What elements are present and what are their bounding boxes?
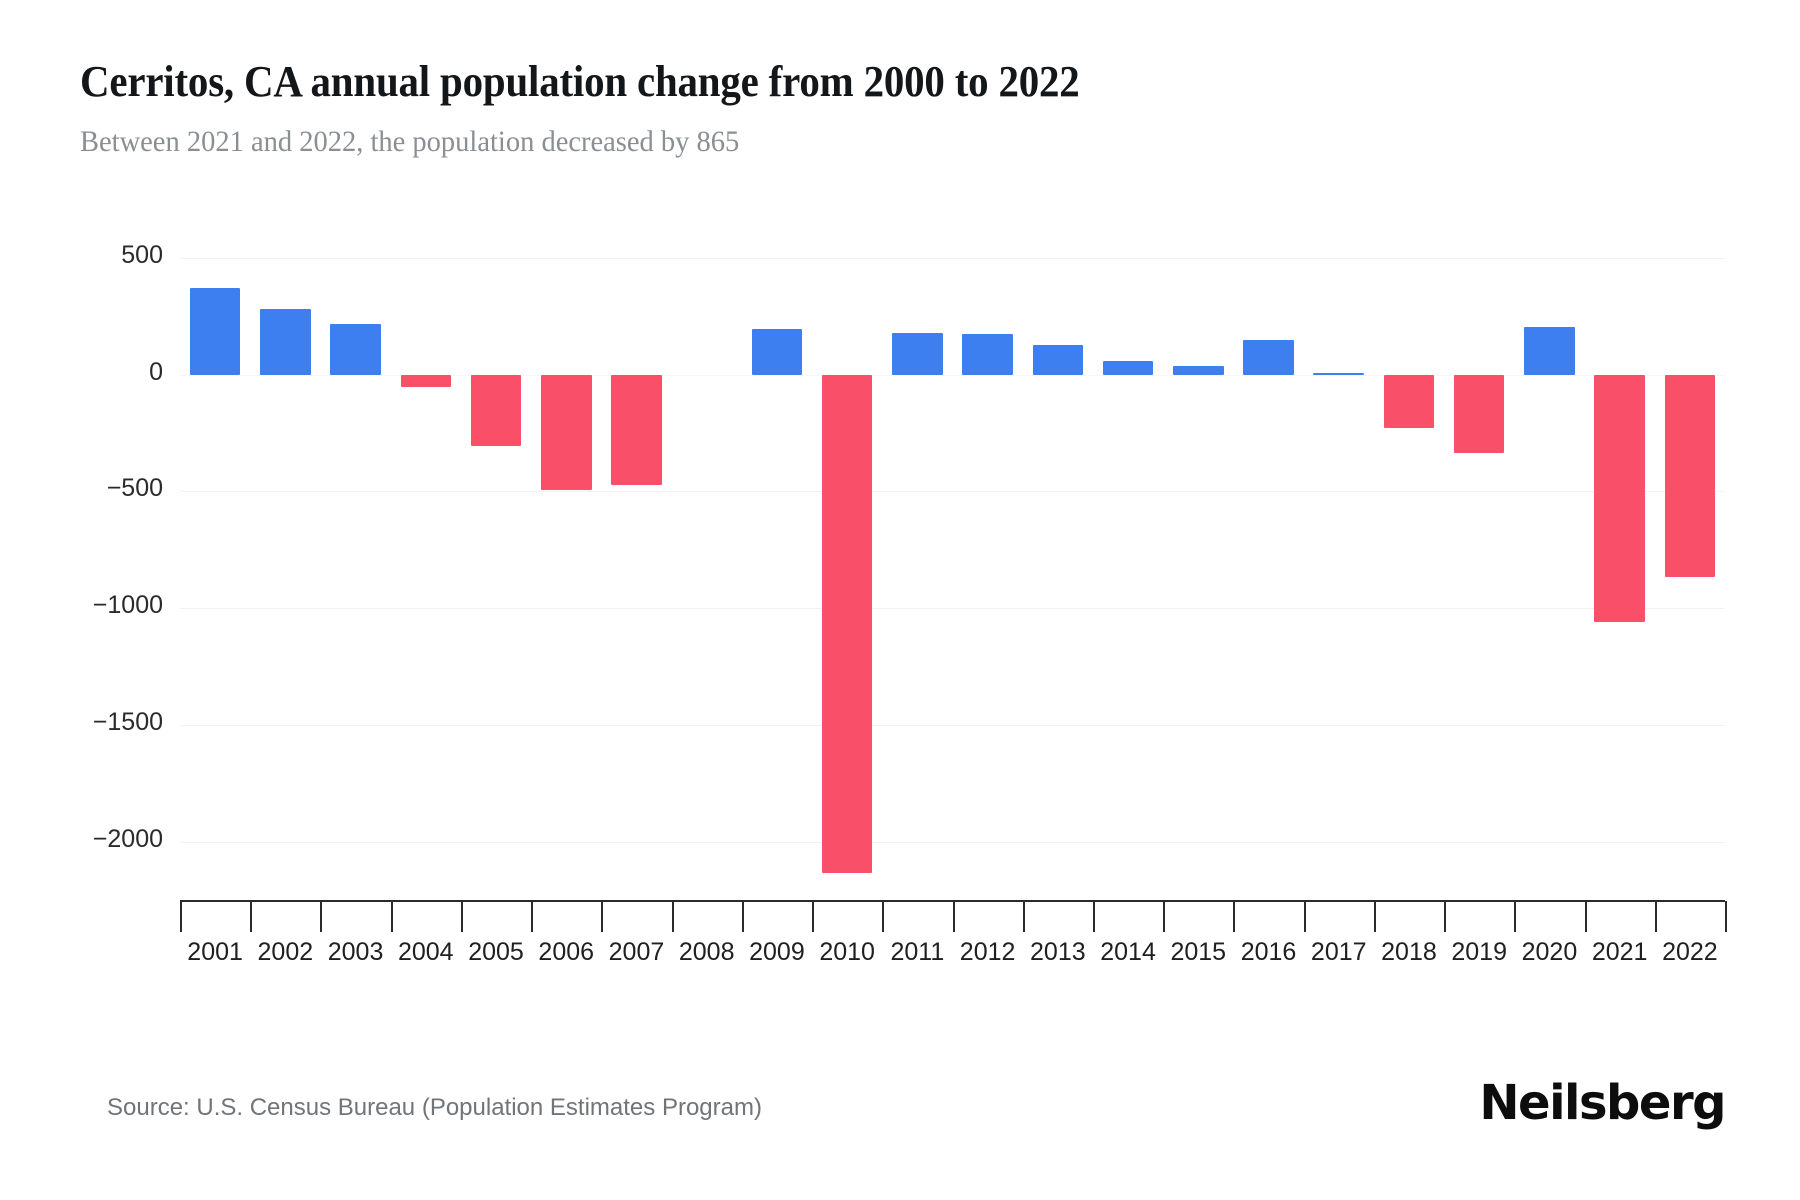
gridline xyxy=(180,374,1725,376)
x-axis-label-2011: 2011 xyxy=(890,938,945,966)
x-axis-label-2006: 2006 xyxy=(538,938,595,966)
bar-2015[interactable] xyxy=(1173,365,1224,375)
bar-2014[interactable] xyxy=(1102,361,1154,375)
gridline xyxy=(180,491,1725,493)
y-axis-tick-label: 0 xyxy=(149,357,163,386)
x-axis-tick xyxy=(180,901,182,932)
x-axis-label-2020: 2020 xyxy=(1521,938,1578,966)
x-axis-label-2007: 2007 xyxy=(608,938,665,966)
y-axis-tick-label: −1000 xyxy=(92,591,163,620)
x-axis-label-2017: 2017 xyxy=(1310,938,1367,966)
bar-2012[interactable] xyxy=(962,333,1013,375)
chart-subtitle: Between 2021 and 2022, the population de… xyxy=(80,125,740,158)
x-axis-tick xyxy=(1725,901,1727,932)
bar-2005[interactable] xyxy=(470,374,522,446)
bar-series xyxy=(180,230,1725,900)
x-axis-label-2019: 2019 xyxy=(1451,938,1507,966)
bar-2004[interactable] xyxy=(400,374,452,387)
gridline xyxy=(180,258,1725,259)
x-axis-label-2010: 2010 xyxy=(819,938,875,966)
bar-2013[interactable] xyxy=(1032,344,1084,375)
x-axis-label-2016: 2016 xyxy=(1240,938,1297,966)
bar-2003[interactable] xyxy=(330,324,381,375)
x-axis-tick xyxy=(460,901,463,932)
bar-2018[interactable] xyxy=(1383,374,1435,428)
x-axis-label-2008: 2008 xyxy=(678,938,735,966)
x-axis-label-2003: 2003 xyxy=(327,938,384,966)
x-axis-label-2002: 2002 xyxy=(257,938,314,966)
x-axis-tick xyxy=(1092,901,1095,932)
bar-2001[interactable] xyxy=(189,288,241,375)
bar-2020[interactable] xyxy=(1524,326,1575,375)
x-axis-label-2014: 2014 xyxy=(1100,938,1156,966)
bar-2010[interactable] xyxy=(821,374,873,874)
x-axis-tick xyxy=(1514,901,1517,932)
x-axis-label-2021: 2021 xyxy=(1591,938,1648,966)
bar-2007[interactable] xyxy=(611,374,662,486)
y-axis-tick-label: −1500 xyxy=(92,707,163,736)
x-axis-tick xyxy=(390,901,393,932)
chart-title: Cerritos, CA annual population change fr… xyxy=(80,57,1080,106)
bar-2017[interactable] xyxy=(1313,372,1365,375)
x-axis-tick xyxy=(1303,901,1306,932)
bar-2009[interactable] xyxy=(751,328,803,375)
bar-2011[interactable] xyxy=(892,332,943,375)
x-axis-tick xyxy=(1584,901,1587,932)
x-axis-tick xyxy=(320,901,323,932)
x-axis-label-2022: 2022 xyxy=(1662,938,1718,966)
plot-area xyxy=(180,230,1725,900)
y-axis-tick-label: 500 xyxy=(121,241,163,269)
x-axis-tick xyxy=(1233,901,1236,932)
x-axis-label-2018: 2018 xyxy=(1381,938,1437,966)
x-axis-tick xyxy=(882,901,885,932)
x-axis-tick xyxy=(741,901,744,932)
x-axis-label-2001: 2001 xyxy=(187,938,243,966)
bar-2002[interactable] xyxy=(260,308,311,375)
x-axis-label-2004: 2004 xyxy=(397,938,454,966)
x-axis-tick xyxy=(1373,901,1376,932)
bar-2006[interactable] xyxy=(540,374,592,490)
x-axis-label-2005: 2005 xyxy=(468,938,524,966)
bar-2016[interactable] xyxy=(1243,339,1294,375)
source-note: Source: U.S. Census Bureau (Population E… xyxy=(107,1094,762,1121)
x-axis-tick xyxy=(1163,901,1166,932)
bar-2019[interactable] xyxy=(1453,374,1505,454)
x-axis-tick xyxy=(812,901,815,932)
x-axis-label-2009: 2009 xyxy=(749,938,805,966)
x-axis-tick xyxy=(1654,901,1657,932)
x-axis-tick xyxy=(671,901,674,932)
x-axis-tick xyxy=(1444,901,1447,932)
x-axis-tick xyxy=(531,901,534,932)
gridline xyxy=(180,724,1725,726)
x-axis-tick xyxy=(952,901,955,932)
bar-2022[interactable] xyxy=(1664,374,1716,577)
y-axis-tick-label: −500 xyxy=(106,474,163,503)
x-axis-tick xyxy=(250,901,253,932)
brand-logo: Neilsberg xyxy=(1479,1075,1726,1131)
gridline xyxy=(180,608,1725,610)
gridline xyxy=(180,841,1725,843)
x-axis-tick xyxy=(601,901,604,932)
x-axis-tick xyxy=(1022,901,1025,932)
bar-2021[interactable] xyxy=(1594,374,1645,623)
y-axis-tick-label: −2000 xyxy=(92,824,163,853)
x-axis-label-2015: 2015 xyxy=(1170,938,1227,966)
x-axis-label-2012: 2012 xyxy=(959,938,1016,966)
x-axis-label-2013: 2013 xyxy=(1030,938,1086,966)
